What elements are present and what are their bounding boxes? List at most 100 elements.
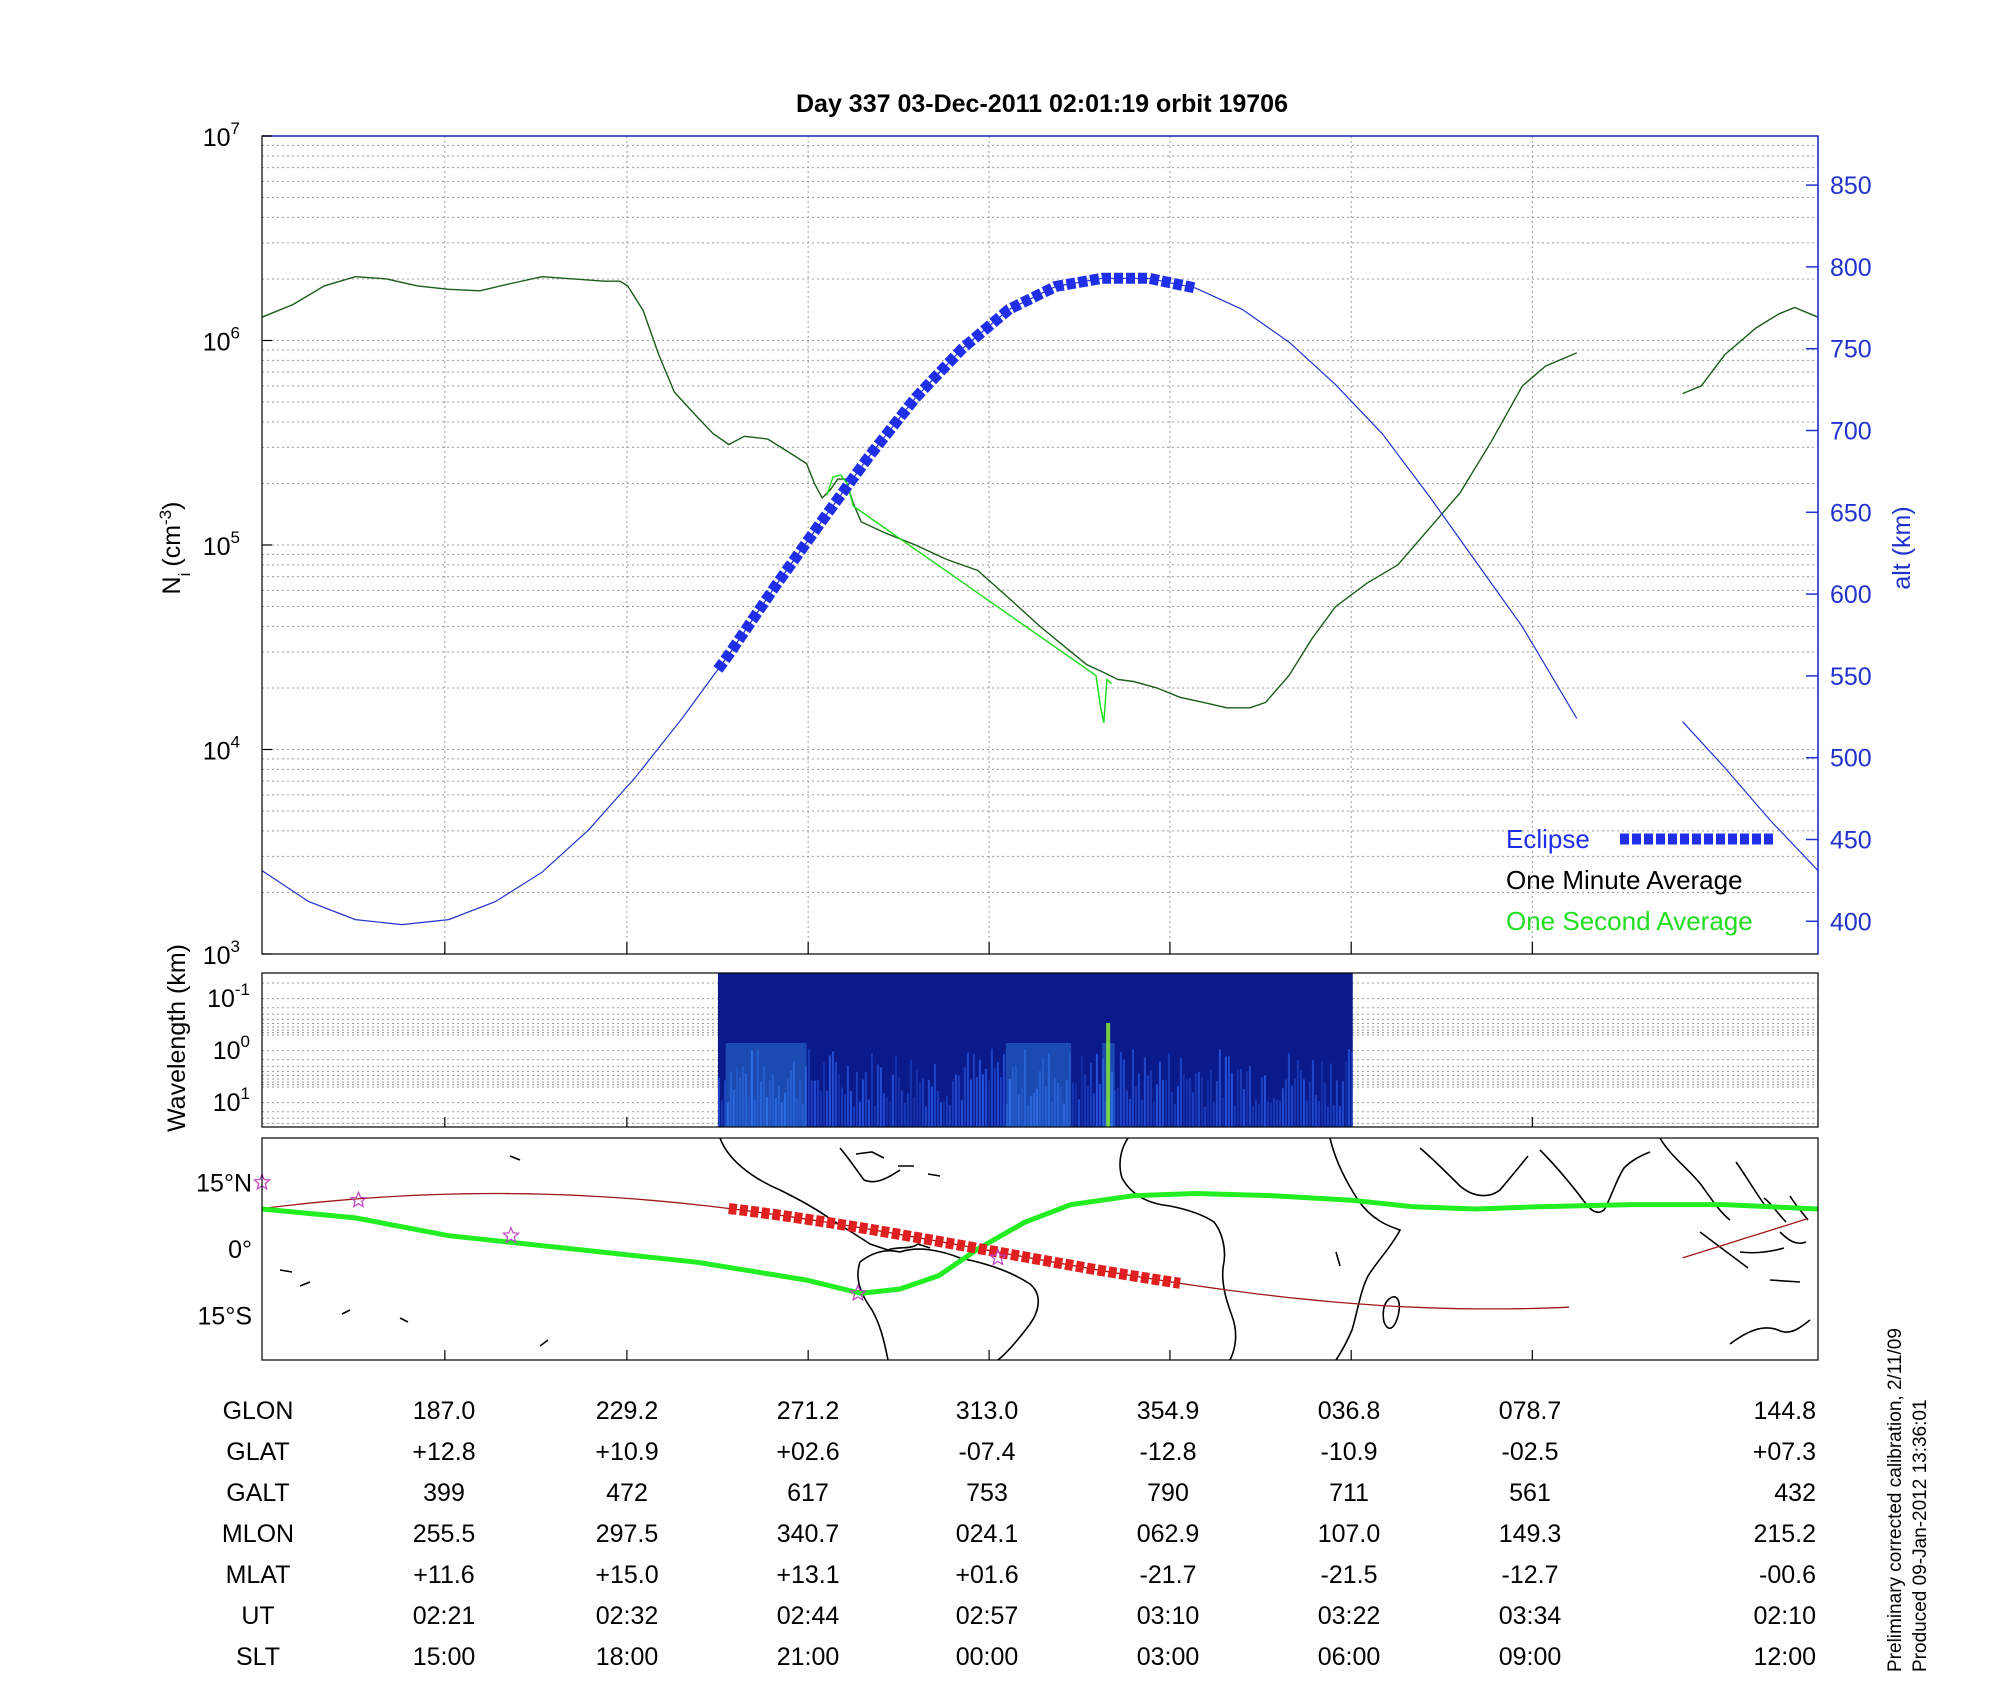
table-cell: 024.1 (956, 1520, 1019, 1548)
map-vertical-ticks (444, 1350, 1533, 1360)
table-cell: 187.0 (413, 1397, 476, 1425)
spectrogram-column (1290, 1085, 1293, 1127)
spectrogram-column (1185, 1079, 1188, 1127)
spectrogram-column (978, 1059, 981, 1127)
legend: Eclipse One Minute Average One Second Av… (1506, 824, 1775, 936)
spectrogram-column (1113, 1090, 1116, 1127)
spectrogram-column (1296, 1060, 1299, 1127)
spectrogram-column (1272, 1098, 1275, 1127)
spectrogram-column (771, 1074, 774, 1127)
spectrogram-column (726, 1102, 729, 1127)
spectrogram-column (1266, 1101, 1269, 1127)
altitude-line-3 (261, 277, 1578, 926)
spectrogram-column (795, 1098, 798, 1127)
right-tick-label: 650 (1830, 499, 1872, 527)
spectrogram-column (729, 1071, 732, 1127)
table-cell: 107.0 (1318, 1520, 1381, 1548)
spectrogram-column (858, 1101, 861, 1127)
right-tick-label: 600 (1830, 581, 1872, 609)
coast-pacific-islands (279, 1155, 1341, 1347)
spectrogram-column (1161, 1080, 1164, 1127)
table-cell: -10.9 (1321, 1438, 1378, 1466)
table-cell: 144.8 (1753, 1397, 1816, 1425)
spectrogram-column (1056, 1082, 1059, 1127)
spectrogram-column (1080, 1055, 1083, 1127)
spectrogram-column (1287, 1053, 1290, 1127)
coast-indonesia (1699, 1231, 1807, 1283)
spectrogram-column (756, 1049, 759, 1127)
spectrogram-column (819, 1091, 822, 1127)
table-row-label: UT (241, 1602, 274, 1630)
spectrogram-column (1221, 1096, 1224, 1127)
spectrogram-column (1248, 1066, 1251, 1127)
spectrogram-column (1326, 1106, 1329, 1127)
table-cell: 340.7 (777, 1520, 840, 1548)
spectrogram-column (1092, 1093, 1095, 1127)
table-cell: 432 (1774, 1479, 1816, 1507)
right-tick-label: 800 (1830, 254, 1872, 282)
right-tick-label: 500 (1830, 745, 1872, 773)
spectrogram-column (1206, 1079, 1209, 1127)
spectrogram-column (894, 1056, 897, 1127)
coast-south-america (857, 1248, 1040, 1361)
right-tick-label: 550 (1830, 663, 1872, 691)
table-cell: 00:00 (956, 1643, 1019, 1671)
spectrogram-column (744, 1073, 747, 1127)
spectrogram-column (1323, 1083, 1326, 1127)
right-tick-label: 750 (1830, 336, 1872, 364)
right-tick-label: 400 (1830, 908, 1872, 936)
left-tick-label: 105 (203, 528, 240, 561)
table-cell: +07.3 (1753, 1438, 1816, 1466)
left-tick-label: 106 (203, 324, 240, 357)
spectrogram-column (1275, 1100, 1278, 1127)
map-panel: 15°N 0° 15°S (196, 1137, 1819, 1361)
spectrogram-column (921, 1078, 924, 1127)
right-axis-label: alt (km) (1888, 506, 1916, 589)
coast-india (1539, 1149, 1651, 1214)
table-cell: 313.0 (956, 1397, 1019, 1425)
table-cell: 711 (1329, 1479, 1369, 1507)
spectrogram-column (732, 1089, 735, 1127)
spectrogram-column (909, 1059, 912, 1127)
spectrogram-column (855, 1071, 858, 1127)
spectrogram-column (1260, 1077, 1263, 1127)
density-line-1 (1682, 306, 1819, 395)
spectrogram-tick-exponent: -1 (235, 980, 250, 999)
spectrogram-column (801, 1104, 804, 1127)
left-tick-label: 107 (203, 119, 240, 152)
table-cell: -07.4 (959, 1438, 1016, 1466)
star-marker (848, 1283, 868, 1302)
table-row-label: GALT (226, 1479, 289, 1507)
spectrogram-column (849, 1090, 852, 1127)
spectrogram-column (1101, 1058, 1104, 1127)
spectrogram-column (789, 1070, 792, 1127)
spectrogram-column (813, 1080, 816, 1127)
table-row-label: GLAT (226, 1438, 289, 1466)
table-cell: 03:34 (1499, 1602, 1562, 1630)
spectrogram-column (1005, 1103, 1008, 1127)
spectrogram-column (1011, 1067, 1014, 1127)
table-cell: 02:44 (777, 1602, 840, 1630)
table-cell: 12:00 (1753, 1643, 1816, 1671)
spectrogram-column (1302, 1079, 1305, 1127)
table-cell: 753 (966, 1479, 1008, 1507)
spectrogram-column (720, 1100, 723, 1127)
coast-arabia (1419, 1147, 1529, 1197)
table-cell: 472 (606, 1479, 648, 1507)
table-cell: 18:00 (596, 1643, 659, 1671)
spectrogram-column (1227, 1056, 1230, 1127)
spectrogram-column (1095, 1053, 1098, 1127)
spectrogram-column (933, 1063, 936, 1127)
footnote-line-2: Produced 09-Jan-2012 13:36:01 (1910, 1399, 1931, 1672)
table-cell: 561 (1509, 1479, 1551, 1507)
spectrogram-column (723, 1080, 726, 1127)
table-cell: 078.7 (1499, 1397, 1562, 1425)
spectrogram-bright-patch (1005, 1043, 1072, 1127)
spectrogram-column (1086, 1086, 1089, 1127)
spectrogram-column (1065, 1079, 1068, 1127)
spectrogram-column (1341, 1081, 1344, 1127)
spectrogram-column (1164, 1080, 1167, 1127)
table-cell: 02:32 (596, 1602, 659, 1630)
spectrogram-column (888, 1102, 891, 1127)
spectrogram-column (798, 1079, 801, 1127)
